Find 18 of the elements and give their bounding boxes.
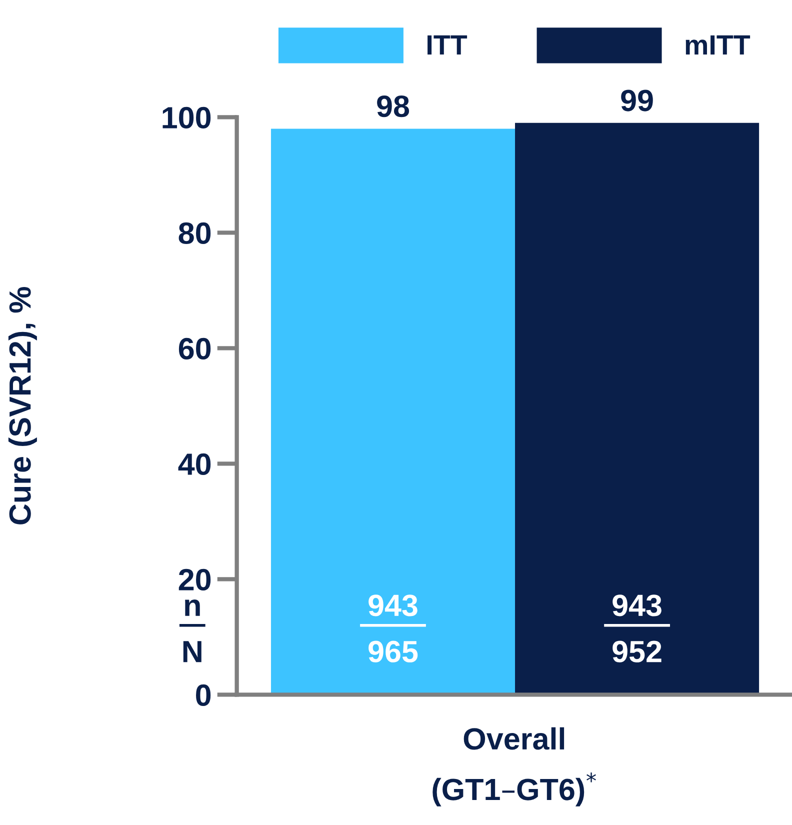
text: n	[185, 599, 200, 616]
text: N	[183, 641, 202, 662]
y-tick-label: 80	[178, 222, 211, 244]
data-label: 99	[621, 90, 653, 112]
y-tick-label: 100	[162, 106, 211, 129]
legend-label: ITT	[428, 35, 468, 55]
y-axis-title: Cure (SVR12), %	[8, 286, 37, 524]
legend-label: mITT	[686, 35, 750, 55]
annotation: 952	[612, 640, 662, 662]
data-label: 98	[377, 95, 410, 118]
annotation: 943	[612, 594, 662, 616]
x-axis-title: Overall (GT1–GT6)$^{*}$	[432, 727, 596, 806]
y-tick-label: 0	[196, 684, 211, 706]
annotation: 965	[368, 640, 418, 662]
y-tick-label: 60	[178, 338, 211, 360]
y-tick-label: 20	[178, 568, 211, 591]
annotation: 943	[368, 594, 418, 616]
y-tick-label: 40	[178, 453, 211, 476]
